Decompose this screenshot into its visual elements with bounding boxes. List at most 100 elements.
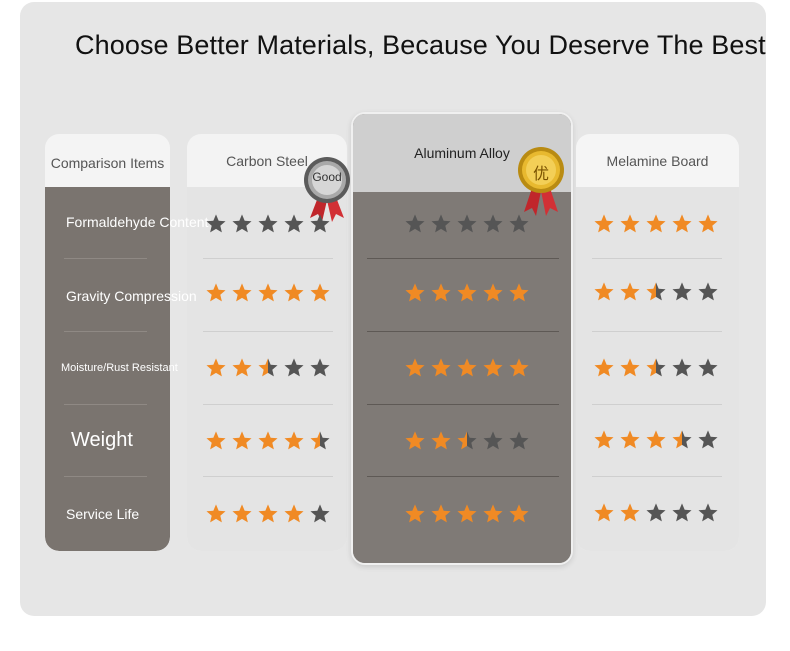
row-divider — [367, 476, 559, 477]
star-icon — [620, 430, 640, 449]
star-icon — [620, 358, 640, 377]
column-header-melamine-board: Melamine Board — [606, 153, 709, 169]
rating-carbon-steel-gravity — [205, 282, 331, 304]
rating-carbon-steel-formaldehyde — [205, 213, 331, 235]
star-icon — [698, 282, 718, 301]
star-icon — [232, 504, 252, 523]
star-icon — [405, 431, 425, 450]
star-icon — [594, 358, 614, 377]
star-icon — [284, 358, 304, 377]
row-divider — [203, 476, 333, 477]
star-icon — [672, 503, 692, 522]
star-icon — [457, 431, 477, 450]
star-icon — [232, 431, 252, 450]
rating-aluminum-gravity — [404, 282, 530, 304]
star-icon — [258, 358, 278, 377]
star-icon — [483, 431, 503, 450]
row-divider — [203, 331, 333, 332]
star-icon — [232, 283, 252, 302]
row-label-weight: Weight — [71, 429, 133, 451]
good-badge-label: Good — [312, 170, 342, 184]
rating-melamine-weight — [593, 429, 719, 451]
star-icon — [594, 282, 614, 301]
star-icon — [483, 283, 503, 302]
row-label-gravity-compression: Gravity Compression — [66, 288, 197, 304]
star-icon — [698, 503, 718, 522]
star-icon — [206, 431, 226, 450]
star-icon — [698, 430, 718, 449]
star-icon — [284, 431, 304, 450]
star-icon — [258, 214, 278, 233]
star-icon — [646, 358, 666, 377]
gold-medal-icon: 优 — [514, 146, 568, 218]
comparison-items-column: Comparison Items — [45, 134, 170, 551]
star-icon — [431, 431, 451, 450]
star-icon — [483, 214, 503, 233]
rating-aluminum-weight — [404, 430, 530, 452]
gold-badge-label: 优 — [532, 166, 549, 183]
good-medal-icon: Good — [300, 156, 354, 228]
star-icon — [258, 431, 278, 450]
star-icon — [646, 214, 666, 233]
star-icon — [509, 431, 529, 450]
star-icon — [232, 214, 252, 233]
star-icon — [284, 504, 304, 523]
star-icon — [258, 504, 278, 523]
star-icon — [672, 430, 692, 449]
star-icon — [620, 282, 640, 301]
star-icon — [620, 214, 640, 233]
star-icon — [431, 214, 451, 233]
aluminum-alloy-column-body — [353, 192, 571, 563]
row-label-service-life: Service Life — [66, 506, 140, 522]
star-icon — [431, 358, 451, 377]
star-icon — [646, 430, 666, 449]
row-divider — [367, 258, 559, 259]
row-divider — [592, 476, 722, 477]
star-icon — [483, 504, 503, 523]
star-icon — [405, 504, 425, 523]
rating-melamine-gravity — [593, 281, 719, 303]
row-divider — [64, 258, 147, 259]
row-divider — [592, 258, 722, 259]
star-icon — [594, 503, 614, 522]
rating-melamine-formaldehyde — [593, 213, 719, 235]
star-icon — [457, 283, 477, 302]
page-title: Choose Better Materials, Because You Des… — [75, 30, 766, 60]
star-icon — [698, 358, 718, 377]
row-divider — [592, 331, 722, 332]
row-divider — [592, 404, 722, 405]
star-icon — [405, 283, 425, 302]
star-icon — [646, 282, 666, 301]
star-icon — [310, 504, 330, 523]
star-icon — [206, 504, 226, 523]
star-icon — [509, 283, 529, 302]
rating-carbon-steel-moisture — [205, 357, 331, 379]
aluminum-alloy-column: Aluminum Alloy — [351, 112, 573, 565]
star-icon — [258, 283, 278, 302]
star-icon — [206, 358, 226, 377]
star-icon — [206, 283, 226, 302]
star-icon — [509, 358, 529, 377]
row-divider — [203, 404, 333, 405]
star-icon — [594, 214, 614, 233]
star-icon — [509, 214, 529, 233]
row-divider — [203, 258, 333, 259]
star-icon — [431, 504, 451, 523]
melamine-board-column: Melamine Board — [576, 134, 739, 551]
rating-aluminum-formaldehyde — [404, 213, 530, 235]
star-icon — [284, 214, 304, 233]
star-icon — [698, 214, 718, 233]
rating-melamine-moisture — [593, 357, 719, 379]
row-divider — [367, 331, 559, 332]
row-divider — [64, 404, 147, 405]
row-divider — [64, 331, 147, 332]
rating-aluminum-service-life — [404, 503, 530, 525]
rating-aluminum-moisture — [404, 357, 530, 379]
star-icon — [457, 504, 477, 523]
star-icon — [457, 214, 477, 233]
star-icon — [284, 283, 304, 302]
row-divider — [367, 404, 559, 405]
rating-carbon-steel-service-life — [205, 503, 331, 525]
star-icon — [206, 214, 226, 233]
star-icon — [672, 282, 692, 301]
